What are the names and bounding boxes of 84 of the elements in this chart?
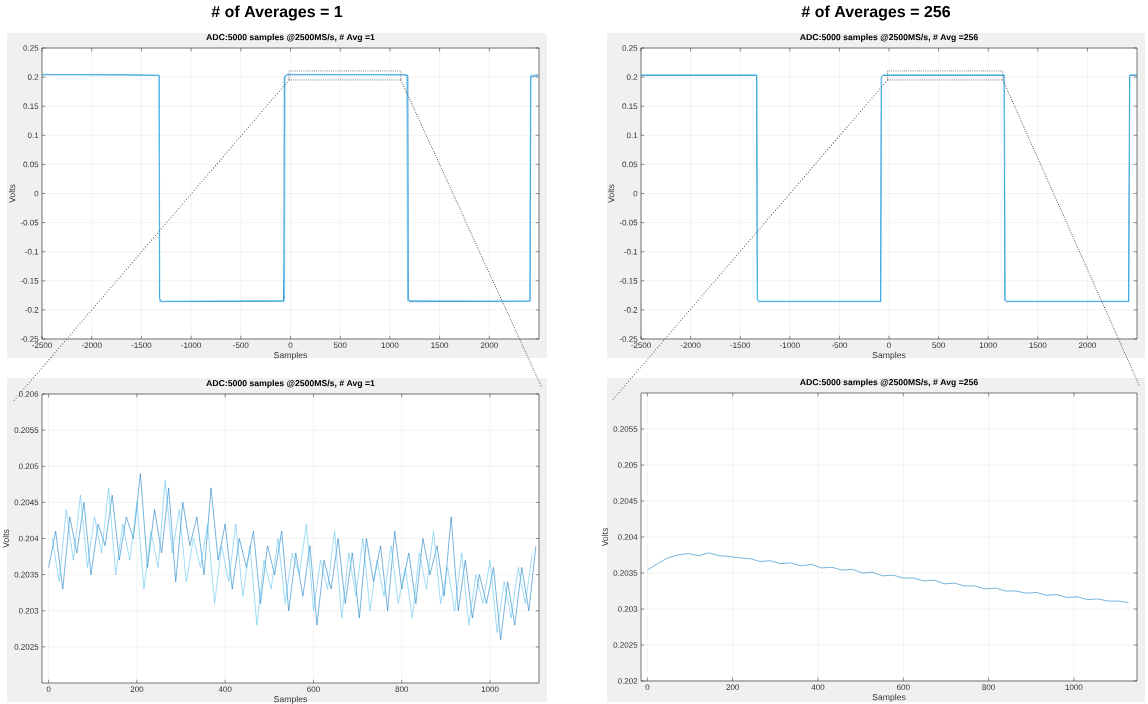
- y-tick-label: 0.2: [27, 74, 39, 80]
- x-tick-label: -2000: [81, 342, 102, 349]
- y-tick-label: 0.202: [617, 678, 638, 684]
- x-tick-label: 600: [307, 686, 320, 693]
- y-axis-title: Volts: [601, 527, 609, 547]
- chart-title: # of Averages = 256: [801, 5, 951, 21]
- x-axis-title: Samples: [274, 351, 308, 360]
- y-tick-label: -0.2: [624, 307, 638, 313]
- y-tick-label: -0.1: [624, 248, 638, 255]
- y-tick-label: 0: [34, 190, 39, 197]
- x-tick-label: 0: [288, 342, 293, 349]
- y-tick-label: -0.25: [20, 336, 39, 342]
- x-tick-label: 1500: [431, 342, 449, 349]
- y-axis-title: Volts: [8, 184, 16, 203]
- x-tick-label: -2500: [32, 342, 52, 349]
- y-tick-label: 0.1: [27, 132, 39, 139]
- chart-title: # of Averages = 1: [211, 5, 343, 21]
- y-tick-label: -0.15: [619, 277, 638, 284]
- y-tick-label: 0.15: [622, 103, 638, 110]
- x-tick-label: 400: [811, 684, 825, 691]
- x-axis-title: Samples: [872, 351, 906, 360]
- x-tick-label: 1000: [979, 342, 997, 349]
- x-tick-label: 1500: [1029, 342, 1047, 349]
- y-tick-label: 0.203: [18, 607, 39, 614]
- x-tick-label: 0: [645, 684, 650, 691]
- y-tick-label: 0.2035: [14, 571, 39, 578]
- chart-title: ADC:5000 samples @2500MS/s, # Avg =256: [800, 378, 978, 387]
- x-tick-label: -2500: [631, 342, 651, 349]
- y-tick-label: 0.1: [626, 132, 638, 139]
- y-tick-label: 0.2: [626, 74, 638, 80]
- x-tick-label: -1500: [131, 342, 152, 349]
- x-tick-label: 1000: [381, 342, 399, 349]
- y-tick-label: 0.2055: [613, 426, 638, 432]
- y-tick-label: 0.206: [18, 391, 39, 397]
- x-tick-label: -2000: [680, 342, 701, 349]
- x-tick-label: 2000: [480, 342, 498, 349]
- y-tick-label: -0.1: [25, 248, 39, 255]
- y-tick-label: 0.204: [18, 535, 39, 542]
- x-tick-label: 200: [130, 686, 144, 693]
- x-tick-label: 800: [982, 684, 995, 691]
- x-tick-label: 1000: [1065, 684, 1083, 691]
- y-tick-label: 0.205: [18, 463, 39, 470]
- y-axis-title: Volts: [2, 529, 9, 548]
- x-tick-label: -1500: [730, 342, 751, 349]
- x-tick-label: -1000: [181, 342, 202, 349]
- x-tick-label: 600: [897, 684, 910, 691]
- y-tick-label: 0.205: [617, 462, 638, 468]
- y-tick-label: 0.2025: [14, 644, 39, 650]
- y-tick-label: -0.15: [20, 277, 39, 284]
- x-tick-label: 1000: [481, 686, 499, 693]
- y-tick-label: 0.15: [23, 103, 39, 110]
- y-tick-label: 0.05: [622, 161, 638, 168]
- chart-title: ADC:5000 samples @2500MS/s, # Avg =1: [206, 379, 375, 388]
- y-tick-label: 0.05: [23, 161, 39, 168]
- y-tick-label: 0.204: [617, 534, 638, 540]
- x-tick-label: 0: [887, 342, 891, 349]
- x-tick-label: -500: [233, 342, 249, 349]
- x-axis-title: Samples: [274, 695, 308, 704]
- y-tick-label: 0.2055: [14, 427, 39, 433]
- y-tick-label: 0: [633, 190, 638, 197]
- x-tick-label: -1000: [779, 342, 800, 349]
- chart-subtitle: ADC:5000 samples @2500MS/s, # Avg =256: [800, 33, 978, 42]
- y-tick-label: 0.25: [622, 45, 638, 51]
- x-tick-label: 200: [726, 684, 740, 691]
- x-tick-label: -500: [831, 342, 848, 349]
- x-tick-label: 2000: [1078, 342, 1096, 349]
- y-tick-label: 0.203: [617, 606, 638, 612]
- y-tick-label: -0.05: [619, 219, 638, 226]
- y-tick-label: 0.2035: [613, 570, 638, 576]
- chart-subtitle: ADC:5000 samples @2500MS/s, # Avg =1: [206, 33, 375, 42]
- y-tick-label: 0.2045: [613, 498, 638, 504]
- x-axis-title: Samples: [872, 693, 906, 702]
- y-tick-label: -0.2: [25, 307, 39, 313]
- y-tick-label: 0.2025: [613, 642, 638, 648]
- y-tick-label: -0.05: [20, 219, 39, 226]
- x-tick-label: 500: [932, 342, 945, 349]
- x-tick-label: 0: [46, 686, 51, 693]
- y-tick-label: 0.2045: [14, 499, 39, 506]
- y-tick-label: 0.25: [23, 45, 39, 51]
- x-tick-label: 400: [218, 686, 232, 693]
- x-tick-label: 800: [395, 686, 409, 693]
- y-tick-label: -0.25: [619, 336, 638, 342]
- y-axis-title: Volts: [607, 184, 615, 203]
- x-tick-label: 500: [333, 342, 347, 349]
